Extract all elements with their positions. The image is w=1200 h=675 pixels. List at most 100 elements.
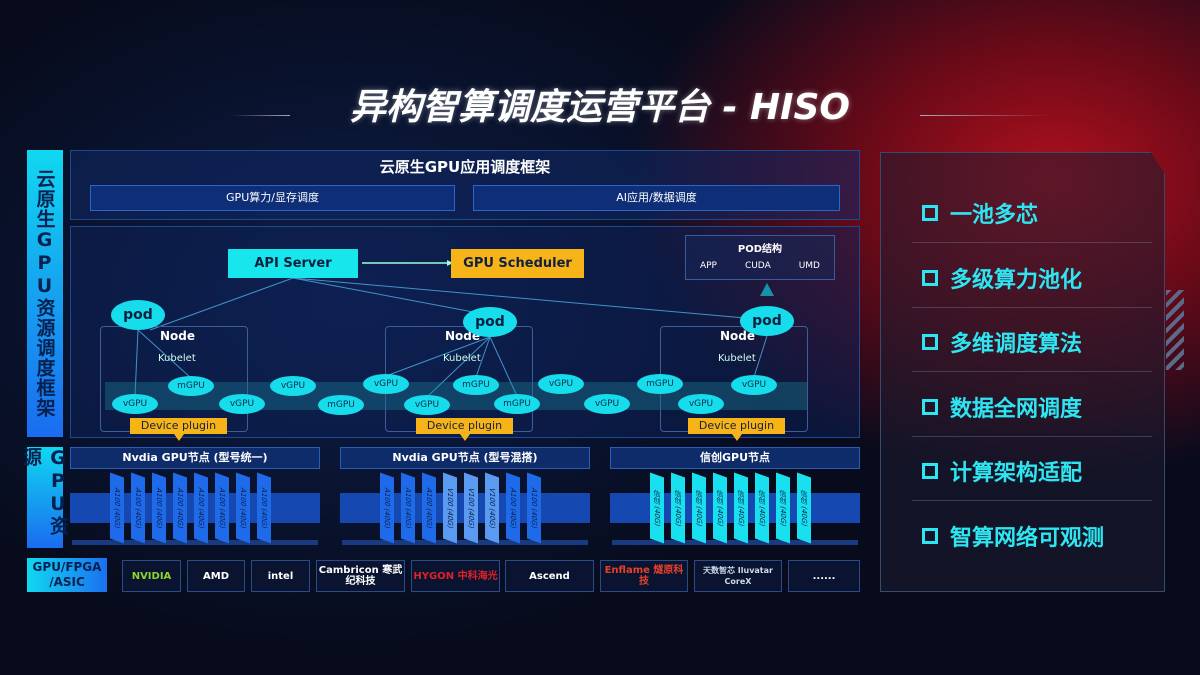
device-plugin-box: Device plugin: [688, 418, 785, 434]
gpu-card: A100 (40G): [131, 472, 145, 544]
virtual-gpu-ellipse: mGPU: [168, 376, 214, 396]
virtual-gpu-ellipse: vGPU: [363, 374, 409, 394]
framework-header: 云原生GPU应用调度框架: [379, 158, 551, 176]
checkbox-square-icon: [922, 463, 938, 479]
gpu-node-header: 信创GPU节点: [610, 447, 860, 469]
gpu-card: 信创 (40G): [776, 472, 790, 544]
pod-ellipse: pod: [111, 300, 165, 330]
checkbox-square-icon: [922, 269, 938, 286]
pod-structure-title: POD结构: [737, 244, 783, 255]
feature-divider: [912, 371, 1152, 372]
device-plugin-box: Device plugin: [130, 418, 227, 434]
gpu-card: V100 (40G): [485, 472, 499, 544]
virtual-gpu-ellipse: mGPU: [453, 375, 499, 395]
vendor-logo-enflame: Enflame 燧原科技: [600, 560, 688, 592]
ai-scheduling-bar: AI应用/数据调度: [473, 185, 840, 211]
node-label: Node: [720, 329, 756, 343]
page-title: 异构智算调度运营平台 - HISO: [349, 87, 851, 128]
gpu-card: A100 (40G): [380, 472, 394, 544]
vendor-logo-nvidia: NVIDIA: [122, 560, 181, 592]
vendor-logo-amd: AMD: [187, 560, 245, 592]
virtual-gpu-ellipse: vGPU: [678, 394, 724, 414]
gpu-card: 信创 (40G): [734, 472, 748, 544]
feature-item: 多维调度算法: [922, 326, 1082, 358]
feature-item: 一池多芯: [922, 197, 1038, 229]
vendor-logo-天数智芯: 天数智芯 Iluvatar CoreX: [694, 560, 782, 592]
gpu-card: A100 (40G): [110, 472, 124, 544]
gpu-node-header: Nvdia GPU节点 (型号统一): [70, 447, 320, 469]
down-arrow-icon: [174, 434, 184, 441]
feature-label: 智算网络可观测: [950, 525, 1105, 551]
gpu-card: V100 (40G): [464, 472, 478, 544]
pod-ellipse: pod: [740, 306, 794, 336]
gpu-card: A100 (40G): [152, 472, 166, 544]
gpu-card: 信创 (40G): [650, 472, 664, 544]
checkbox-square-icon: [922, 334, 938, 350]
gpu-node-header: Nvdia GPU节点 (型号混搭): [340, 447, 590, 469]
feature-divider: [912, 500, 1152, 501]
virtual-gpu-ellipse: vGPU: [404, 395, 450, 415]
kubelet-label: Kubelet: [158, 353, 196, 364]
gpu-card: V100 (40G): [443, 472, 457, 544]
gpu-scheduling-bar: GPU算力/显存调度: [90, 185, 455, 211]
kubelet-label: Kubelet: [718, 353, 756, 364]
feature-item: 数据全网调度: [922, 391, 1082, 423]
label-framework: 云原生GPU资源调度框架: [27, 150, 63, 437]
checkbox-square-icon: [922, 527, 938, 544]
gpu-card: 信创 (40G): [671, 472, 685, 544]
checkbox-square-icon: [922, 205, 938, 221]
virtual-gpu-ellipse: vGPU: [731, 375, 777, 395]
feature-divider: [912, 306, 1152, 308]
gpu-node-floor: [342, 540, 588, 545]
checkbox-square-icon: [922, 398, 938, 415]
gpu-card: A100 (40G): [194, 472, 208, 544]
virtual-gpu-ellipse: vGPU: [584, 394, 630, 414]
feature-item: 多级算力池化: [922, 262, 1082, 294]
gpu-card: A100 (40G): [236, 472, 250, 544]
vendor-logo-ascend: Ascend: [505, 560, 594, 592]
feature-divider: [912, 435, 1152, 437]
feature-label: 多级算力池化: [950, 267, 1083, 293]
virtual-gpu-ellipse: vGPU: [538, 374, 584, 394]
gpu-card: 信创 (40G): [692, 472, 706, 544]
up-arrow-icon: [760, 283, 774, 296]
virtual-gpu-ellipse: vGPU: [112, 394, 158, 414]
gpu-card: 信创 (40G): [755, 472, 769, 544]
features-panel: [880, 152, 1165, 592]
gpu-card: A100 (40G): [506, 472, 520, 544]
virtual-gpu-ellipse: vGPU: [270, 376, 316, 396]
api-server-box: API Server: [228, 249, 358, 278]
gpu-card: A100 (40G): [422, 472, 436, 544]
gpu-scheduler-box: GPU Scheduler: [451, 249, 584, 278]
down-arrow-icon: [460, 434, 470, 441]
label-hardware: GPU/FPGA /ASIC: [27, 558, 107, 592]
gpu-card: A100 (40G): [173, 472, 187, 544]
feature-item: 智算网络可观测: [922, 520, 1104, 552]
title-decor-left: [230, 115, 290, 116]
feature-divider: [912, 242, 1152, 243]
feature-label: 多维调度算法: [950, 332, 1083, 357]
device-plugin-box: Device plugin: [416, 418, 513, 434]
pod-item-umd: UMD: [798, 261, 820, 271]
down-arrow-icon: [732, 434, 742, 441]
gpu-card: A100 (40G): [527, 472, 541, 544]
feature-item: 计算架构适配: [922, 455, 1082, 487]
pod-structure-box: POD结构 APP CUDA UMD: [685, 235, 835, 280]
kubelet-label: Kubelet: [443, 353, 481, 364]
feature-label: 一池多芯: [950, 203, 1039, 228]
virtual-gpu-ellipse: mGPU: [318, 395, 364, 415]
gpu-node-floor: [612, 540, 858, 545]
vendor-logo-cambricon: Cambricon 寒武纪科技: [316, 560, 405, 592]
panel-stripes-decor: [1166, 290, 1184, 370]
virtual-gpu-ellipse: mGPU: [494, 394, 540, 414]
pod-item-cuda: CUDA: [744, 261, 771, 271]
gpu-card: A100 (40G): [257, 472, 271, 544]
vendor-logo-......: ......: [788, 560, 860, 592]
gpu-node-floor: [72, 540, 318, 545]
feature-label: 计算架构适配: [950, 461, 1083, 486]
gpu-card: 信创 (40G): [797, 472, 811, 544]
node-label: Node: [160, 329, 196, 343]
feature-label: 数据全网调度: [950, 396, 1083, 422]
gpu-card: A100 (40G): [401, 472, 415, 544]
vendor-logo-intel: intel: [251, 560, 310, 592]
